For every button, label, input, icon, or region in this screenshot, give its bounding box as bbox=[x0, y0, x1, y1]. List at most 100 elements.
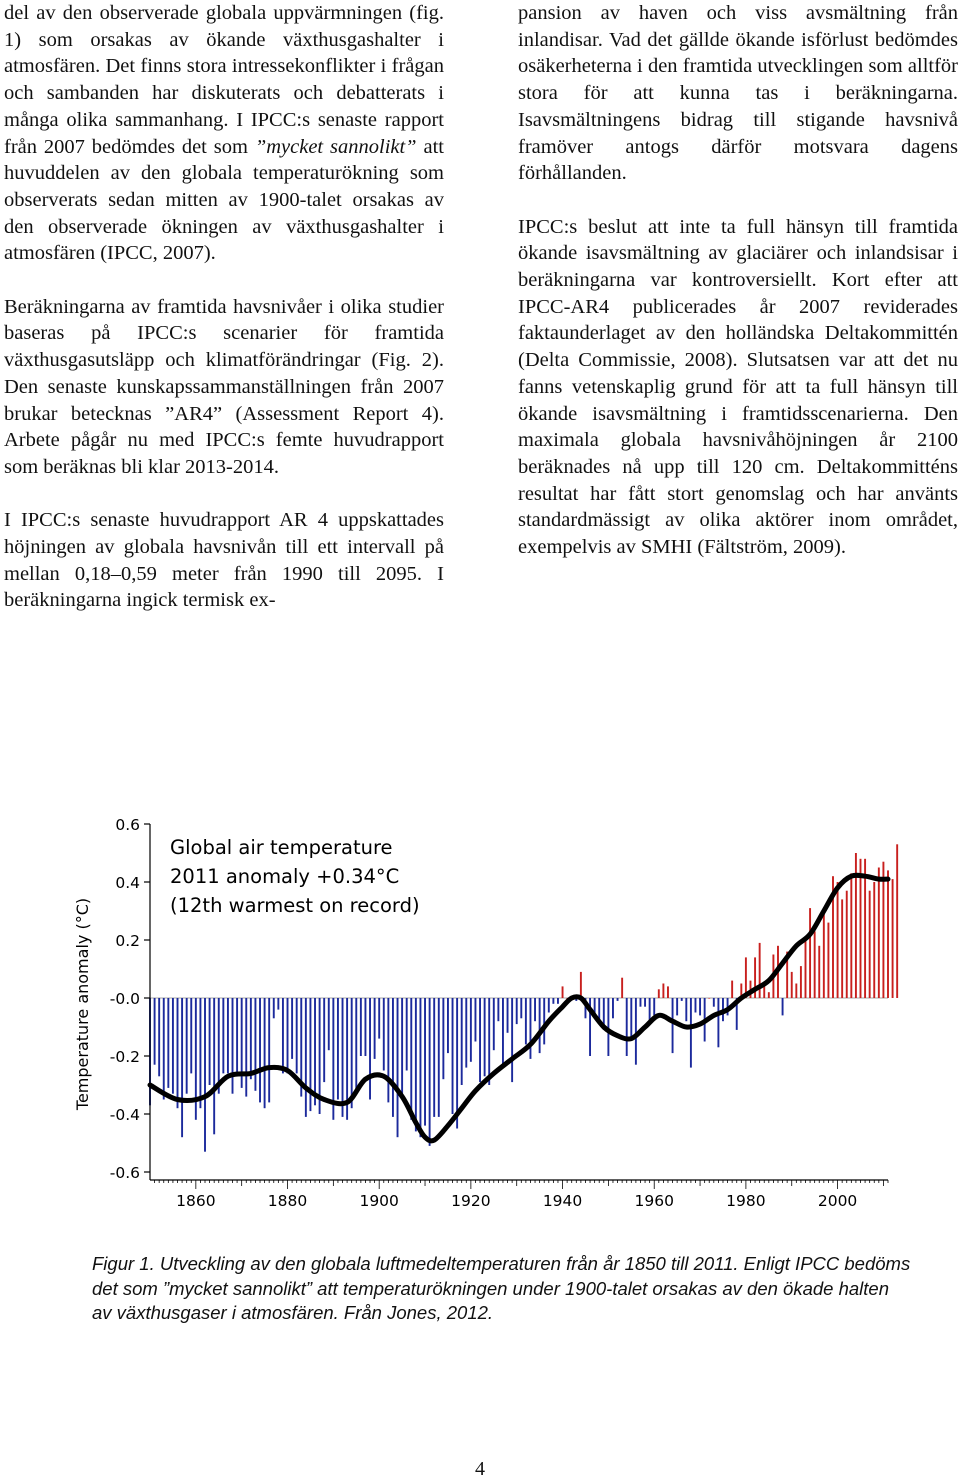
temperature-bar bbox=[369, 998, 371, 1100]
y-tick-label: 0.2 bbox=[115, 932, 140, 950]
temperature-bar bbox=[204, 998, 206, 1152]
temperature-bar bbox=[607, 998, 610, 1056]
temperature-bar bbox=[822, 908, 825, 998]
left-paragraph-1-start: del av den observerade globala uppvärmni… bbox=[4, 2, 444, 158]
temperature-bar bbox=[185, 998, 188, 1094]
temperature-bar bbox=[639, 998, 642, 1007]
temperature-bar bbox=[740, 983, 743, 998]
temperature-bar bbox=[414, 998, 417, 1132]
temperature-bar bbox=[506, 998, 509, 1033]
temperature-bar bbox=[378, 998, 381, 1039]
temperature-bar bbox=[346, 998, 349, 1120]
temperature-bar bbox=[497, 998, 500, 1022]
temperature-bar bbox=[268, 998, 271, 1103]
temperature-bar bbox=[799, 966, 802, 998]
temperature-bar bbox=[428, 998, 431, 1146]
x-tick-label: 1940 bbox=[543, 1192, 582, 1210]
temperature-bar bbox=[818, 945, 821, 998]
temperature-bar bbox=[524, 998, 527, 1045]
temperature-bar bbox=[424, 998, 426, 1126]
temperature-bar bbox=[309, 998, 312, 1112]
y-tick-label: 0.4 bbox=[115, 874, 140, 892]
chart-title-line: (12th warmest on record) bbox=[170, 894, 420, 917]
temperature-bar bbox=[634, 998, 637, 1065]
y-axis-label: Temperature anomaly (°C) bbox=[73, 898, 92, 1111]
temperature-bar bbox=[295, 998, 298, 1074]
temperature-bar bbox=[644, 998, 647, 1007]
temperature-bar bbox=[488, 998, 491, 1085]
temperature-bar bbox=[501, 998, 504, 1065]
temperature-bar bbox=[213, 998, 216, 1135]
temperature-bar bbox=[854, 853, 857, 998]
temperature-bar bbox=[630, 998, 633, 1039]
left-paragraph-2: Beräkningarna av framtida havsnivåer i o… bbox=[4, 295, 444, 478]
temperature-bar bbox=[391, 998, 394, 1117]
temperature-bar bbox=[410, 998, 413, 1120]
left-paragraph-1-italic: ”mycket sannolikt” bbox=[254, 135, 417, 158]
temperature-bar bbox=[694, 998, 697, 1013]
temperature-bar bbox=[469, 998, 472, 1062]
temperature-bar bbox=[676, 998, 679, 1016]
temperature-bar bbox=[236, 998, 239, 1077]
left-paragraph-1: del av den observerade globala uppvärmni… bbox=[4, 0, 444, 267]
temperature-bar bbox=[882, 861, 885, 998]
temperature-bar bbox=[208, 998, 211, 1085]
x-tick-label: 1900 bbox=[359, 1192, 398, 1210]
temperature-bar bbox=[492, 998, 495, 1051]
temperature-bar bbox=[300, 998, 303, 1097]
temperature-bar bbox=[176, 998, 179, 1109]
x-tick-label: 1980 bbox=[726, 1192, 765, 1210]
temperature-bar bbox=[245, 998, 248, 1097]
temperature-bar bbox=[153, 998, 156, 1065]
temperature-bar bbox=[181, 998, 184, 1138]
temperature-bar bbox=[859, 858, 862, 998]
y-tick-label: 0.6 bbox=[115, 816, 140, 834]
temperature-bar bbox=[217, 998, 220, 1094]
temperature-bar bbox=[813, 931, 816, 998]
right-paragraph-2: IPCC:s beslut att inte ta full hänsyn ti… bbox=[518, 215, 958, 559]
temperature-bar bbox=[598, 998, 601, 1025]
temperature-bar bbox=[350, 998, 353, 1109]
temperature-bar bbox=[584, 998, 587, 1019]
y-tick-label: -0.2 bbox=[110, 1048, 140, 1066]
temperature-bar bbox=[809, 908, 812, 998]
temperature-bar bbox=[286, 998, 289, 1074]
temperature-bar bbox=[318, 998, 321, 1114]
x-tick-label: 2000 bbox=[818, 1192, 857, 1210]
temperature-bar bbox=[712, 998, 715, 1007]
temperature-bar bbox=[373, 998, 376, 1059]
temperature-bar bbox=[511, 998, 514, 1083]
temperature-bar bbox=[259, 998, 261, 1103]
temperature-bar bbox=[841, 899, 844, 998]
temperature-bar bbox=[699, 998, 702, 1016]
temperature-bar bbox=[529, 998, 532, 1059]
temperature-bar bbox=[336, 998, 339, 1100]
temperature-bar bbox=[364, 998, 367, 1056]
temperature-bar bbox=[158, 998, 161, 1077]
temperature-bar bbox=[515, 998, 518, 1025]
temperature-bar bbox=[474, 998, 477, 1042]
temperature-bar bbox=[758, 942, 761, 998]
temperature-bar bbox=[456, 998, 459, 1129]
y-tick-label: -0.4 bbox=[110, 1106, 140, 1124]
temperature-bar bbox=[832, 876, 834, 998]
chart-title-line: 2011 anomaly +0.34°C bbox=[170, 865, 399, 888]
right-column: pansion av haven och viss avsmältning fr… bbox=[518, 0, 958, 587]
temperature-bar bbox=[552, 998, 555, 1004]
temperature-bar bbox=[419, 998, 422, 1138]
x-tick-label: 1960 bbox=[634, 1192, 673, 1210]
temperature-bar bbox=[291, 998, 294, 1059]
temperature-bar bbox=[763, 983, 766, 998]
temperature-bar bbox=[437, 998, 440, 1117]
temperature-bar bbox=[240, 998, 243, 1088]
temperature-bar bbox=[781, 998, 784, 1016]
temperature-bar bbox=[249, 998, 252, 1080]
temperature-bar bbox=[593, 998, 596, 1016]
temperature-bar bbox=[396, 998, 399, 1138]
temperature-bar bbox=[465, 998, 468, 1068]
temperature-bar bbox=[460, 998, 463, 1085]
temperature-bar bbox=[621, 977, 624, 998]
temperature-bar bbox=[804, 940, 807, 998]
temperature-bar bbox=[382, 998, 385, 1071]
temperature-bar bbox=[538, 998, 541, 1054]
